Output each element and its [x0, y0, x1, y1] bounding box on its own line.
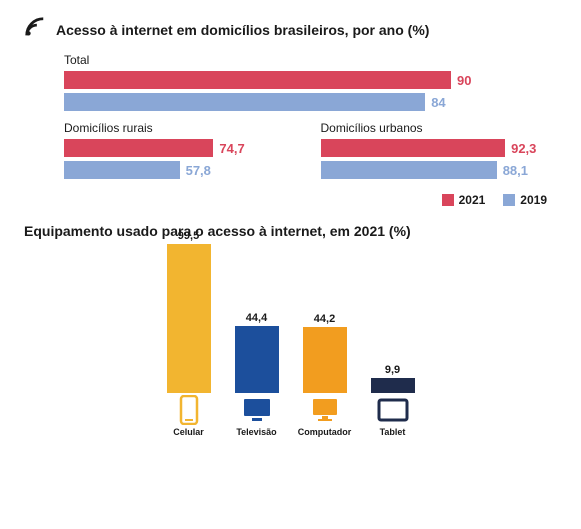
bar-total-2021: 90: [64, 71, 557, 89]
bar-fill: [64, 139, 213, 157]
bar-total-2019: 84: [64, 93, 557, 111]
vbar-value: 9,9: [385, 364, 400, 376]
chart1-legend: 2021 2019: [64, 193, 557, 207]
bar-urban-2021: 92,3: [321, 139, 558, 157]
legend-item-2019: 2019: [503, 193, 547, 207]
vbar-fill: [167, 244, 211, 393]
chart2-body: 99,5 Celular 44,4 Televisão 44,2 Computa…: [24, 247, 557, 437]
chart2-title: Equipamento usado para o acesso à intern…: [24, 223, 557, 239]
tablet-icon: [377, 395, 409, 425]
vbar-computador: 44,2 Computador: [297, 313, 353, 437]
vbar-celular: 99,5 Celular: [161, 230, 217, 437]
vbar-label: Tablet: [380, 427, 406, 437]
legend-swatch: [503, 194, 515, 206]
vbar-tablet: 9,9 Tablet: [365, 364, 421, 437]
bar-value: 74,7: [219, 141, 244, 156]
bar-fill: [321, 139, 506, 157]
legend-label: 2021: [459, 193, 486, 207]
bar-value: 88,1: [503, 163, 528, 178]
group-label-total: Total: [64, 53, 557, 67]
tv-icon: [242, 395, 272, 425]
bar-value: 90: [457, 73, 471, 88]
vbar-label: Celular: [173, 427, 204, 437]
bar-fill: [64, 71, 451, 89]
wifi-icon: [24, 16, 46, 43]
chart1-body: Total 90 84 Domicílios rurais 74,7 57,8 …: [24, 53, 557, 207]
bar-fill: [321, 161, 497, 179]
vbar-value: 99,5: [178, 230, 199, 242]
legend-label: 2019: [520, 193, 547, 207]
group-label-urban: Domicílios urbanos: [321, 121, 558, 135]
phone-icon: [178, 395, 200, 425]
legend-item-2021: 2021: [442, 193, 486, 207]
bar-rural-2019: 57,8: [64, 161, 301, 179]
bar-rural-2021: 74,7: [64, 139, 301, 157]
legend-swatch: [442, 194, 454, 206]
vbar-fill: [235, 326, 279, 393]
vbar-label: Computador: [298, 427, 352, 437]
vbar-label: Televisão: [236, 427, 276, 437]
vbar-televisao: 44,4 Televisão: [229, 312, 285, 437]
bar-value: 57,8: [186, 163, 211, 178]
chart1-header: Acesso à internet em domicílios brasilei…: [24, 16, 557, 43]
vbar-fill: [371, 378, 415, 393]
bar-fill: [64, 161, 180, 179]
vbar-value: 44,2: [314, 313, 335, 325]
bar-fill: [64, 93, 425, 111]
vbar-value: 44,4: [246, 312, 267, 324]
bar-urban-2019: 88,1: [321, 161, 558, 179]
group-label-rural: Domicílios rurais: [64, 121, 301, 135]
bar-value: 92,3: [511, 141, 536, 156]
computer-icon: [310, 395, 340, 425]
bar-value: 84: [431, 95, 445, 110]
chart1-title: Acesso à internet em domicílios brasilei…: [56, 22, 429, 38]
vbar-fill: [303, 327, 347, 393]
